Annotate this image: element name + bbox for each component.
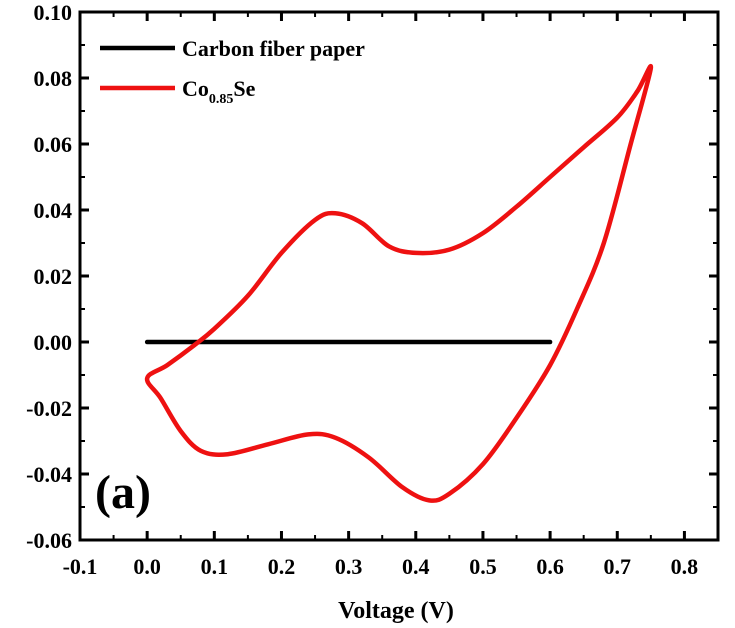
x-tick-label: 0.7 [604,554,632,579]
y-tick-label: 0.10 [34,0,73,25]
x-tick-label: 0.4 [402,554,430,579]
y-tick-label: 0.04 [34,198,73,223]
y-tick-label: -0.04 [26,462,72,487]
y-tick-label: 0.00 [34,330,73,355]
y-tick-label: -0.06 [26,528,72,553]
x-tick-label: 0.8 [671,554,699,579]
x-tick-label: 0.0 [133,554,161,579]
y-tick-label: 0.06 [34,132,73,157]
plot-area [78,10,720,542]
x-tick-label: 0.2 [268,554,296,579]
x-tick-label: 0.6 [536,554,564,579]
panel-label: (a) [95,466,151,519]
plot-frame [78,10,720,542]
y-tick-label: 0.08 [34,66,73,91]
x-axis-title: Voltage (V) [338,598,454,624]
series-layer [144,63,654,503]
x-tick-label: 0.5 [469,554,497,579]
legend-label: Co0.85Se [182,76,256,107]
x-tick-label: 0.3 [335,554,363,579]
y-tick-label: 0.02 [34,264,73,289]
y-tick-label: -0.02 [26,396,72,421]
legend: Carbon fiber paper Co0.85Se [100,36,365,107]
legend-label: Carbon fiber paper [182,36,365,61]
series-line-co085se [144,63,654,503]
x-tick-label: 0.1 [201,554,229,579]
axes-layer: -0.1 0.0 0.1 0.2 0.3 0.4 0.5 0.6 0.7 0.8 -0.06 -0.0… [26,0,718,579]
x-tick-label: -0.1 [63,554,98,579]
